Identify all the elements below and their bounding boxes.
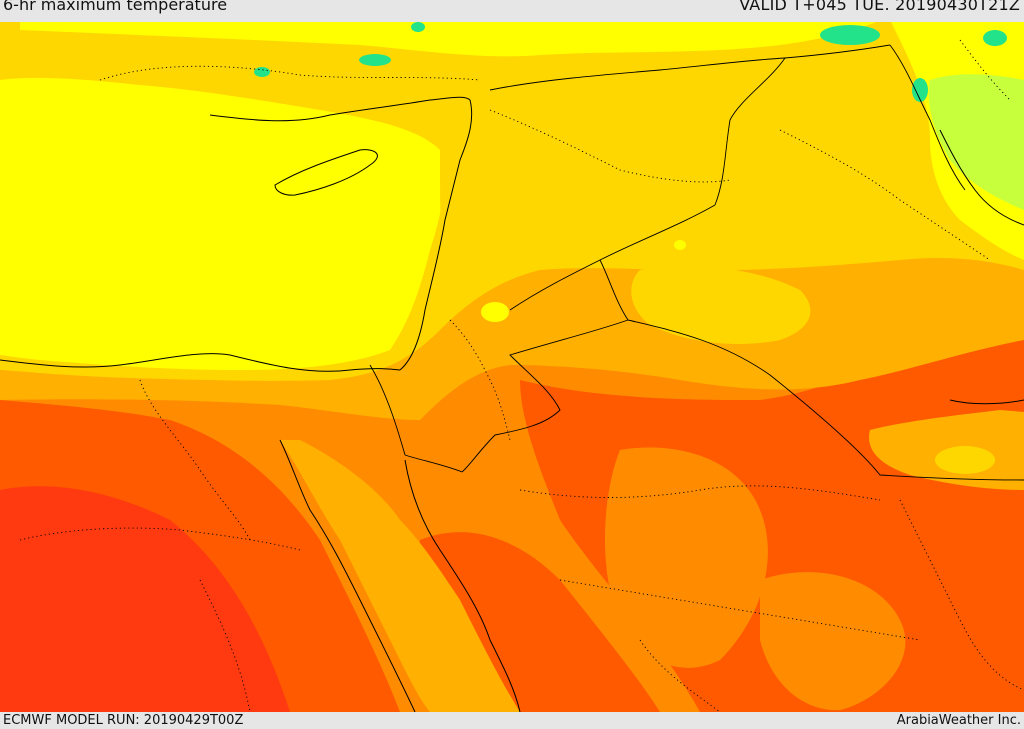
product-title: 6-hr maximum temperature [3, 0, 228, 14]
border-syria-iraq [714, 57, 786, 206]
warm-spot-1 [481, 302, 509, 322]
coast-cyprus [274, 149, 378, 196]
coast-redsea-east [404, 459, 521, 712]
admin-iran [959, 39, 1011, 101]
border-sinai [369, 364, 406, 456]
temperature-map[interactable] [0, 20, 1024, 712]
cold-patch-2 [820, 25, 880, 45]
admin-borders [19, 39, 1024, 712]
orange-inner-east [605, 447, 768, 668]
coast-egypt-north [0, 353, 401, 372]
cold-patch-6 [912, 78, 928, 102]
cold-patch-3 [359, 54, 391, 66]
light-green-northeast [928, 74, 1024, 210]
border-iran-iraq [889, 44, 966, 191]
warm-spot-2 [935, 446, 995, 474]
red-sea-amber [280, 440, 520, 712]
border-saudi-iraq [599, 259, 1024, 481]
valid-time-label: VALID T+045 TUE. 20190430T21Z [739, 0, 1020, 14]
gold-patch-east [631, 266, 811, 345]
yellow-mediterranean [0, 77, 445, 371]
cold-patch-5 [411, 22, 425, 32]
admin-syria [489, 109, 731, 183]
admin-iraq [779, 129, 991, 261]
coast-levant [399, 99, 473, 371]
gold-levant [440, 146, 531, 300]
model-run-label: ECMWF MODEL RUN: 20190429T00Z [3, 713, 244, 728]
coast-persian-west [939, 129, 1024, 226]
admin-saudi-1 [519, 485, 881, 501]
cold-patch-1 [983, 30, 1007, 46]
admin-sudan [199, 579, 251, 712]
temperature-field [0, 20, 1024, 712]
coast-redsea-west [279, 439, 416, 712]
cold-patch-4 [254, 67, 270, 77]
warm-spot-3 [674, 240, 686, 250]
yellow-north-strip [20, 20, 880, 57]
border-syria-north [489, 57, 786, 91]
border-israel-egypt [404, 454, 463, 473]
admin-turkey [99, 65, 481, 81]
border-iraq-north [784, 44, 891, 59]
border-jordan-saudi [461, 319, 629, 473]
coastlines [0, 96, 1024, 712]
top-title-bar: 6-hr maximum temperature VALID T+045 TUE… [0, 0, 1024, 22]
bottom-info-bar: ECMWF MODEL RUN: 20190429T00Z ArabiaWeat… [0, 712, 1024, 729]
admin-jordan [449, 319, 511, 441]
orange-pocket-southeast [760, 572, 906, 711]
coast-turkey-south [209, 96, 471, 122]
hot-zone-red-southwest [0, 486, 290, 712]
coast-gulf [949, 399, 1024, 405]
country-borders [369, 44, 1024, 481]
credit-label: ArabiaWeather Inc. [896, 713, 1021, 728]
